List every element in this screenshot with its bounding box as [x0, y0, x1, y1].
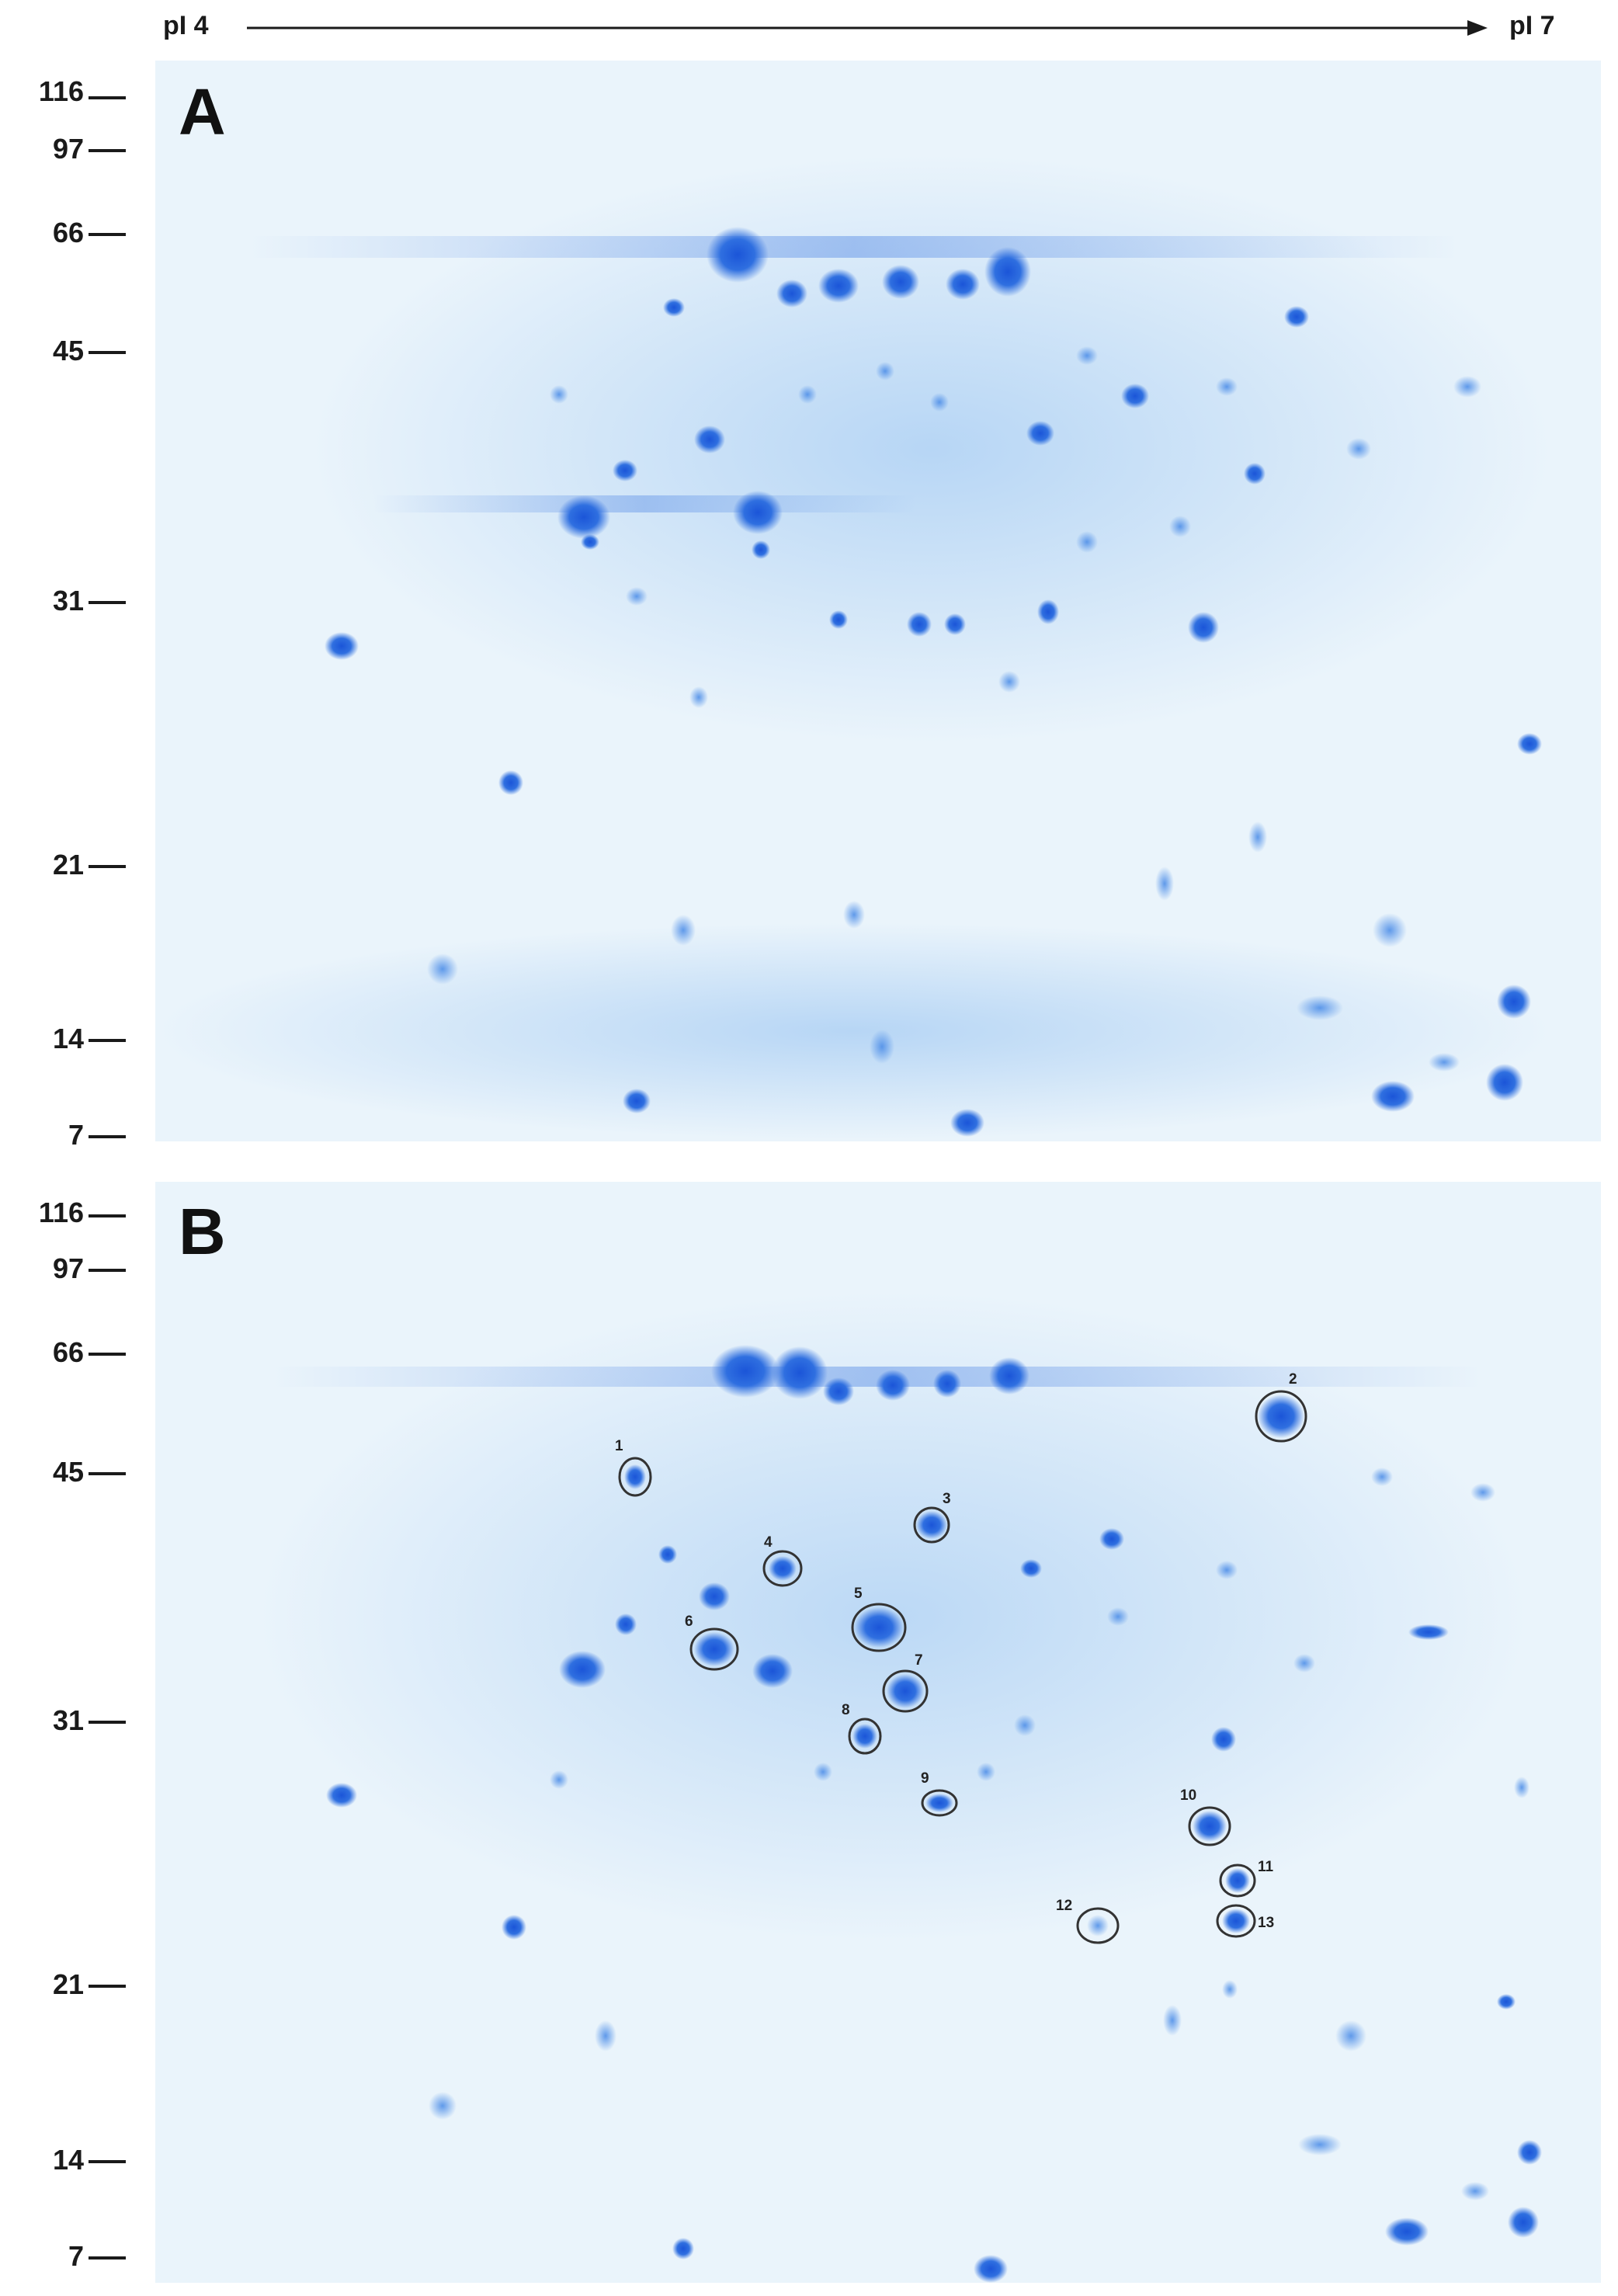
mw-tick [89, 865, 126, 868]
mw-tick [89, 96, 126, 99]
mw-tick [89, 1721, 126, 1724]
spot-circle-9 [921, 1789, 958, 1817]
gel-image-a [155, 61, 1601, 1141]
gel-panel-a: A [155, 61, 1601, 1141]
mw-marker-21-b: 21 [52, 1968, 84, 2000]
spot-circle-6 [689, 1627, 739, 1671]
mw-marker-7-a: 7 [68, 1119, 84, 1151]
panel-letter-a: A [179, 75, 226, 148]
mw-marker-14-a: 14 [52, 1023, 84, 1054]
spot-circle-3 [913, 1506, 950, 1544]
mw-tick [89, 351, 126, 354]
mw-marker-66-a: 66 [52, 217, 84, 248]
spot-label-4: 4 [764, 1534, 773, 1551]
mw-tick [89, 2160, 126, 2163]
spot-circle-11 [1219, 1864, 1256, 1898]
spot-circle-10 [1188, 1806, 1231, 1846]
mw-marker-21-a: 21 [52, 849, 84, 881]
mw-marker-7-b: 7 [68, 2240, 84, 2272]
mw-marker-45-a: 45 [52, 335, 84, 366]
gel-panel-b: 1 2 3 4 5 6 7 8 9 10 11 12 13 B [155, 1182, 1601, 2283]
spot-circle-13 [1216, 1904, 1256, 1938]
mw-marker-97-b: 97 [52, 1252, 84, 1284]
mw-marker-116-b: 116 [38, 1197, 84, 1228]
spot-label-6: 6 [685, 1613, 693, 1630]
mw-marker-14-b: 14 [52, 2144, 84, 2176]
spot-circle-4 [762, 1550, 803, 1587]
spot-label-13: 13 [1258, 1915, 1274, 1931]
mw-tick [89, 1135, 126, 1138]
mw-tick [89, 601, 126, 604]
mw-marker-31-a: 31 [52, 585, 84, 617]
spot-circle-8 [848, 1718, 882, 1755]
mw-marker-66-b: 66 [52, 1336, 84, 1368]
spot-circle-7 [882, 1669, 929, 1713]
spot-label-8: 8 [842, 1702, 850, 1718]
spot-circle-5 [851, 1603, 907, 1652]
mw-marker-97-a: 97 [52, 133, 84, 165]
mw-tick [89, 1985, 126, 1988]
ph-gradient-arrow [247, 20, 1488, 36]
ph-start-label: pI 4 [163, 11, 209, 40]
mw-tick [89, 1472, 126, 1475]
spot-circle-12 [1076, 1907, 1120, 1944]
ph-end-label: pI 7 [1509, 11, 1555, 40]
spot-label-3: 3 [943, 1491, 951, 1507]
mw-tick [89, 2256, 126, 2260]
spot-circle-2 [1255, 1390, 1307, 1443]
spot-label-2: 2 [1289, 1371, 1297, 1388]
spot-label-1: 1 [615, 1438, 623, 1454]
mw-marker-31-b: 31 [52, 1704, 84, 1736]
spot-label-7: 7 [915, 1652, 923, 1669]
mw-marker-45-b: 45 [52, 1456, 84, 1488]
spot-circle-1 [618, 1457, 652, 1497]
mw-marker-116-a: 116 [38, 75, 84, 107]
mw-tick [89, 1269, 126, 1272]
spot-label-10: 10 [1180, 1787, 1196, 1804]
mw-tick [89, 1039, 126, 1042]
spot-label-9: 9 [921, 1770, 929, 1787]
mw-tick [89, 233, 126, 236]
mw-tick [89, 1214, 126, 1217]
gel-image-b: 1 2 3 4 5 6 7 8 9 10 11 12 13 [155, 1182, 1601, 2283]
spot-label-12: 12 [1056, 1898, 1072, 1914]
spot-label-11: 11 [1258, 1859, 1274, 1875]
spot-label-5: 5 [854, 1586, 863, 1602]
mw-tick [89, 149, 126, 152]
panel-letter-b: B [179, 1195, 226, 1268]
mw-tick [89, 1353, 126, 1356]
